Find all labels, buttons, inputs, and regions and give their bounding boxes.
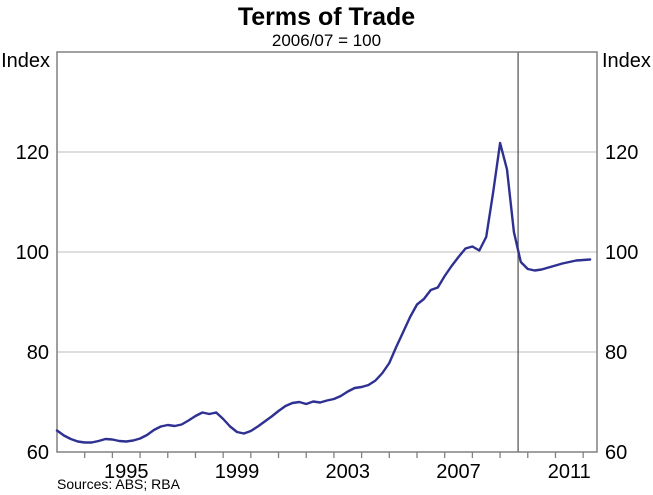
source-note: Sources: ABS; RBA <box>57 476 180 492</box>
y-axis-unit-label-right: Index <box>602 50 651 72</box>
y-tick-label-left: 60 <box>27 442 49 464</box>
terms-of-trade-line <box>55 141 592 444</box>
x-tick-label: 1999 <box>215 461 260 483</box>
x-tick-label: 2007 <box>436 461 481 483</box>
y-tick-label-right: 80 <box>605 342 627 364</box>
y-tick-label-right: 120 <box>605 142 638 164</box>
x-tick-label: 2011 <box>548 461 591 483</box>
y-tick-label-right: 100 <box>605 242 638 264</box>
y-tick-label-left: 100 <box>16 242 49 264</box>
y-tick-label-left: 80 <box>27 342 49 364</box>
x-tick-label: 1995 <box>104 461 149 483</box>
y-tick-label-left: 120 <box>16 142 49 164</box>
chart-subtitle: 2006/07 = 100 <box>271 31 382 50</box>
y-tick-label-right: 60 <box>605 442 627 464</box>
y-axis-unit-label-left: Index <box>1 50 50 72</box>
plot-frame <box>56 51 598 453</box>
x-tick-label: 2003 <box>326 461 371 483</box>
chart-title: Terms of Trade <box>237 3 416 31</box>
